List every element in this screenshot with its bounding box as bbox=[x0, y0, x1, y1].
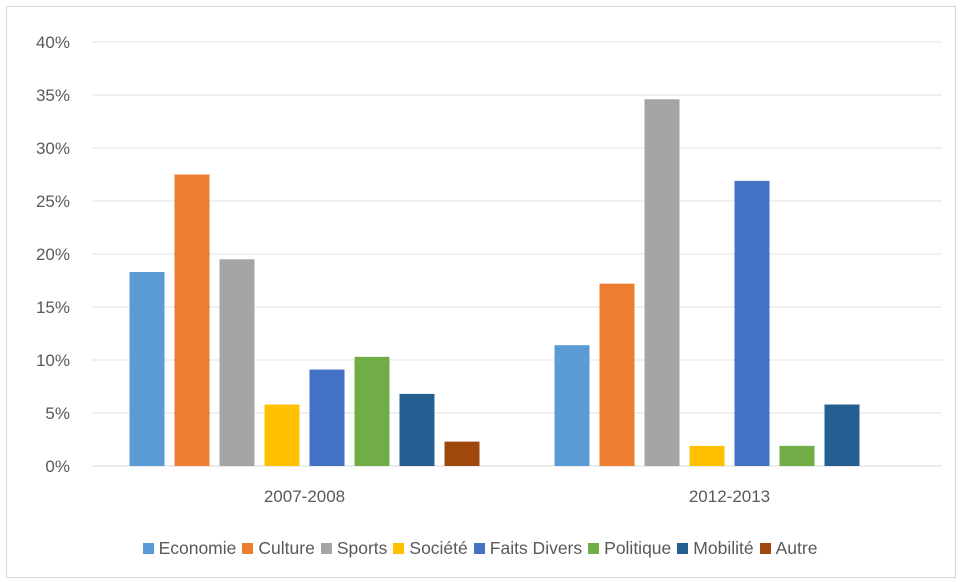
legend-swatch bbox=[759, 543, 771, 554]
bar-faits-divers bbox=[309, 369, 345, 466]
bar-culture bbox=[599, 283, 635, 466]
bar-politique bbox=[779, 445, 815, 466]
legend-item: Faits Divers bbox=[473, 538, 583, 559]
legend-label: Politique bbox=[604, 538, 672, 558]
y-tick-label: 0% bbox=[45, 457, 70, 476]
legend-item: Autre bbox=[759, 538, 818, 559]
legend-label: Mobilité bbox=[693, 538, 754, 558]
y-tick-label: 10% bbox=[36, 351, 70, 370]
bar-economie bbox=[129, 272, 165, 466]
legend-item: Culture bbox=[242, 538, 315, 559]
legend-swatch bbox=[677, 543, 689, 554]
bar-autre bbox=[444, 441, 480, 466]
bar-faits-divers bbox=[734, 180, 770, 467]
bars bbox=[129, 99, 860, 467]
legend-label: Culture bbox=[258, 538, 315, 558]
legend-swatch bbox=[320, 543, 332, 554]
legend-swatch bbox=[473, 543, 485, 554]
x-tick-label: 2007-2008 bbox=[264, 487, 345, 506]
x-axis: 2007-2008 2012-2013 bbox=[264, 487, 770, 506]
y-tick-label: 40% bbox=[36, 33, 70, 52]
x-tick-label: 2012-2013 bbox=[689, 487, 770, 506]
legend: Economie Culture Sports Société Faits Divers… bbox=[0, 538, 960, 559]
y-tick-label: 20% bbox=[36, 245, 70, 264]
y-tick-label: 30% bbox=[36, 139, 70, 158]
bar-economie bbox=[554, 345, 590, 466]
legend-label: Economie bbox=[158, 538, 237, 558]
legend-label: Faits Divers bbox=[489, 538, 583, 558]
legend-item: Société bbox=[393, 538, 468, 559]
legend-swatch bbox=[393, 543, 405, 554]
legend-swatch bbox=[142, 543, 154, 554]
bar-sports bbox=[644, 99, 680, 467]
bar-soci-t- bbox=[264, 404, 300, 466]
bar-sports bbox=[219, 259, 255, 466]
y-tick-label: 35% bbox=[36, 86, 70, 105]
legend-item: Politique bbox=[588, 538, 671, 559]
y-tick-label: 5% bbox=[45, 404, 70, 423]
y-axis: 0% 5% 10% 15% 20% 25% 30% 35% 40% bbox=[36, 33, 70, 476]
legend-label: Autre bbox=[775, 538, 818, 558]
bar-mobilit- bbox=[399, 393, 435, 466]
y-tick-label: 15% bbox=[36, 298, 70, 317]
legend-label: Société bbox=[409, 538, 468, 558]
legend-item: Sports bbox=[320, 538, 388, 559]
legend-swatch bbox=[588, 543, 600, 554]
legend-item: Economie bbox=[142, 538, 237, 559]
legend-swatch bbox=[242, 543, 254, 554]
legend-item: Mobilité bbox=[677, 538, 754, 559]
bar-politique bbox=[354, 356, 390, 466]
bar-soci-t- bbox=[689, 445, 725, 466]
bar-culture bbox=[174, 174, 210, 466]
bar-mobilit- bbox=[824, 404, 860, 466]
legend-label: Sports bbox=[336, 538, 388, 558]
y-tick-label: 25% bbox=[36, 192, 70, 211]
